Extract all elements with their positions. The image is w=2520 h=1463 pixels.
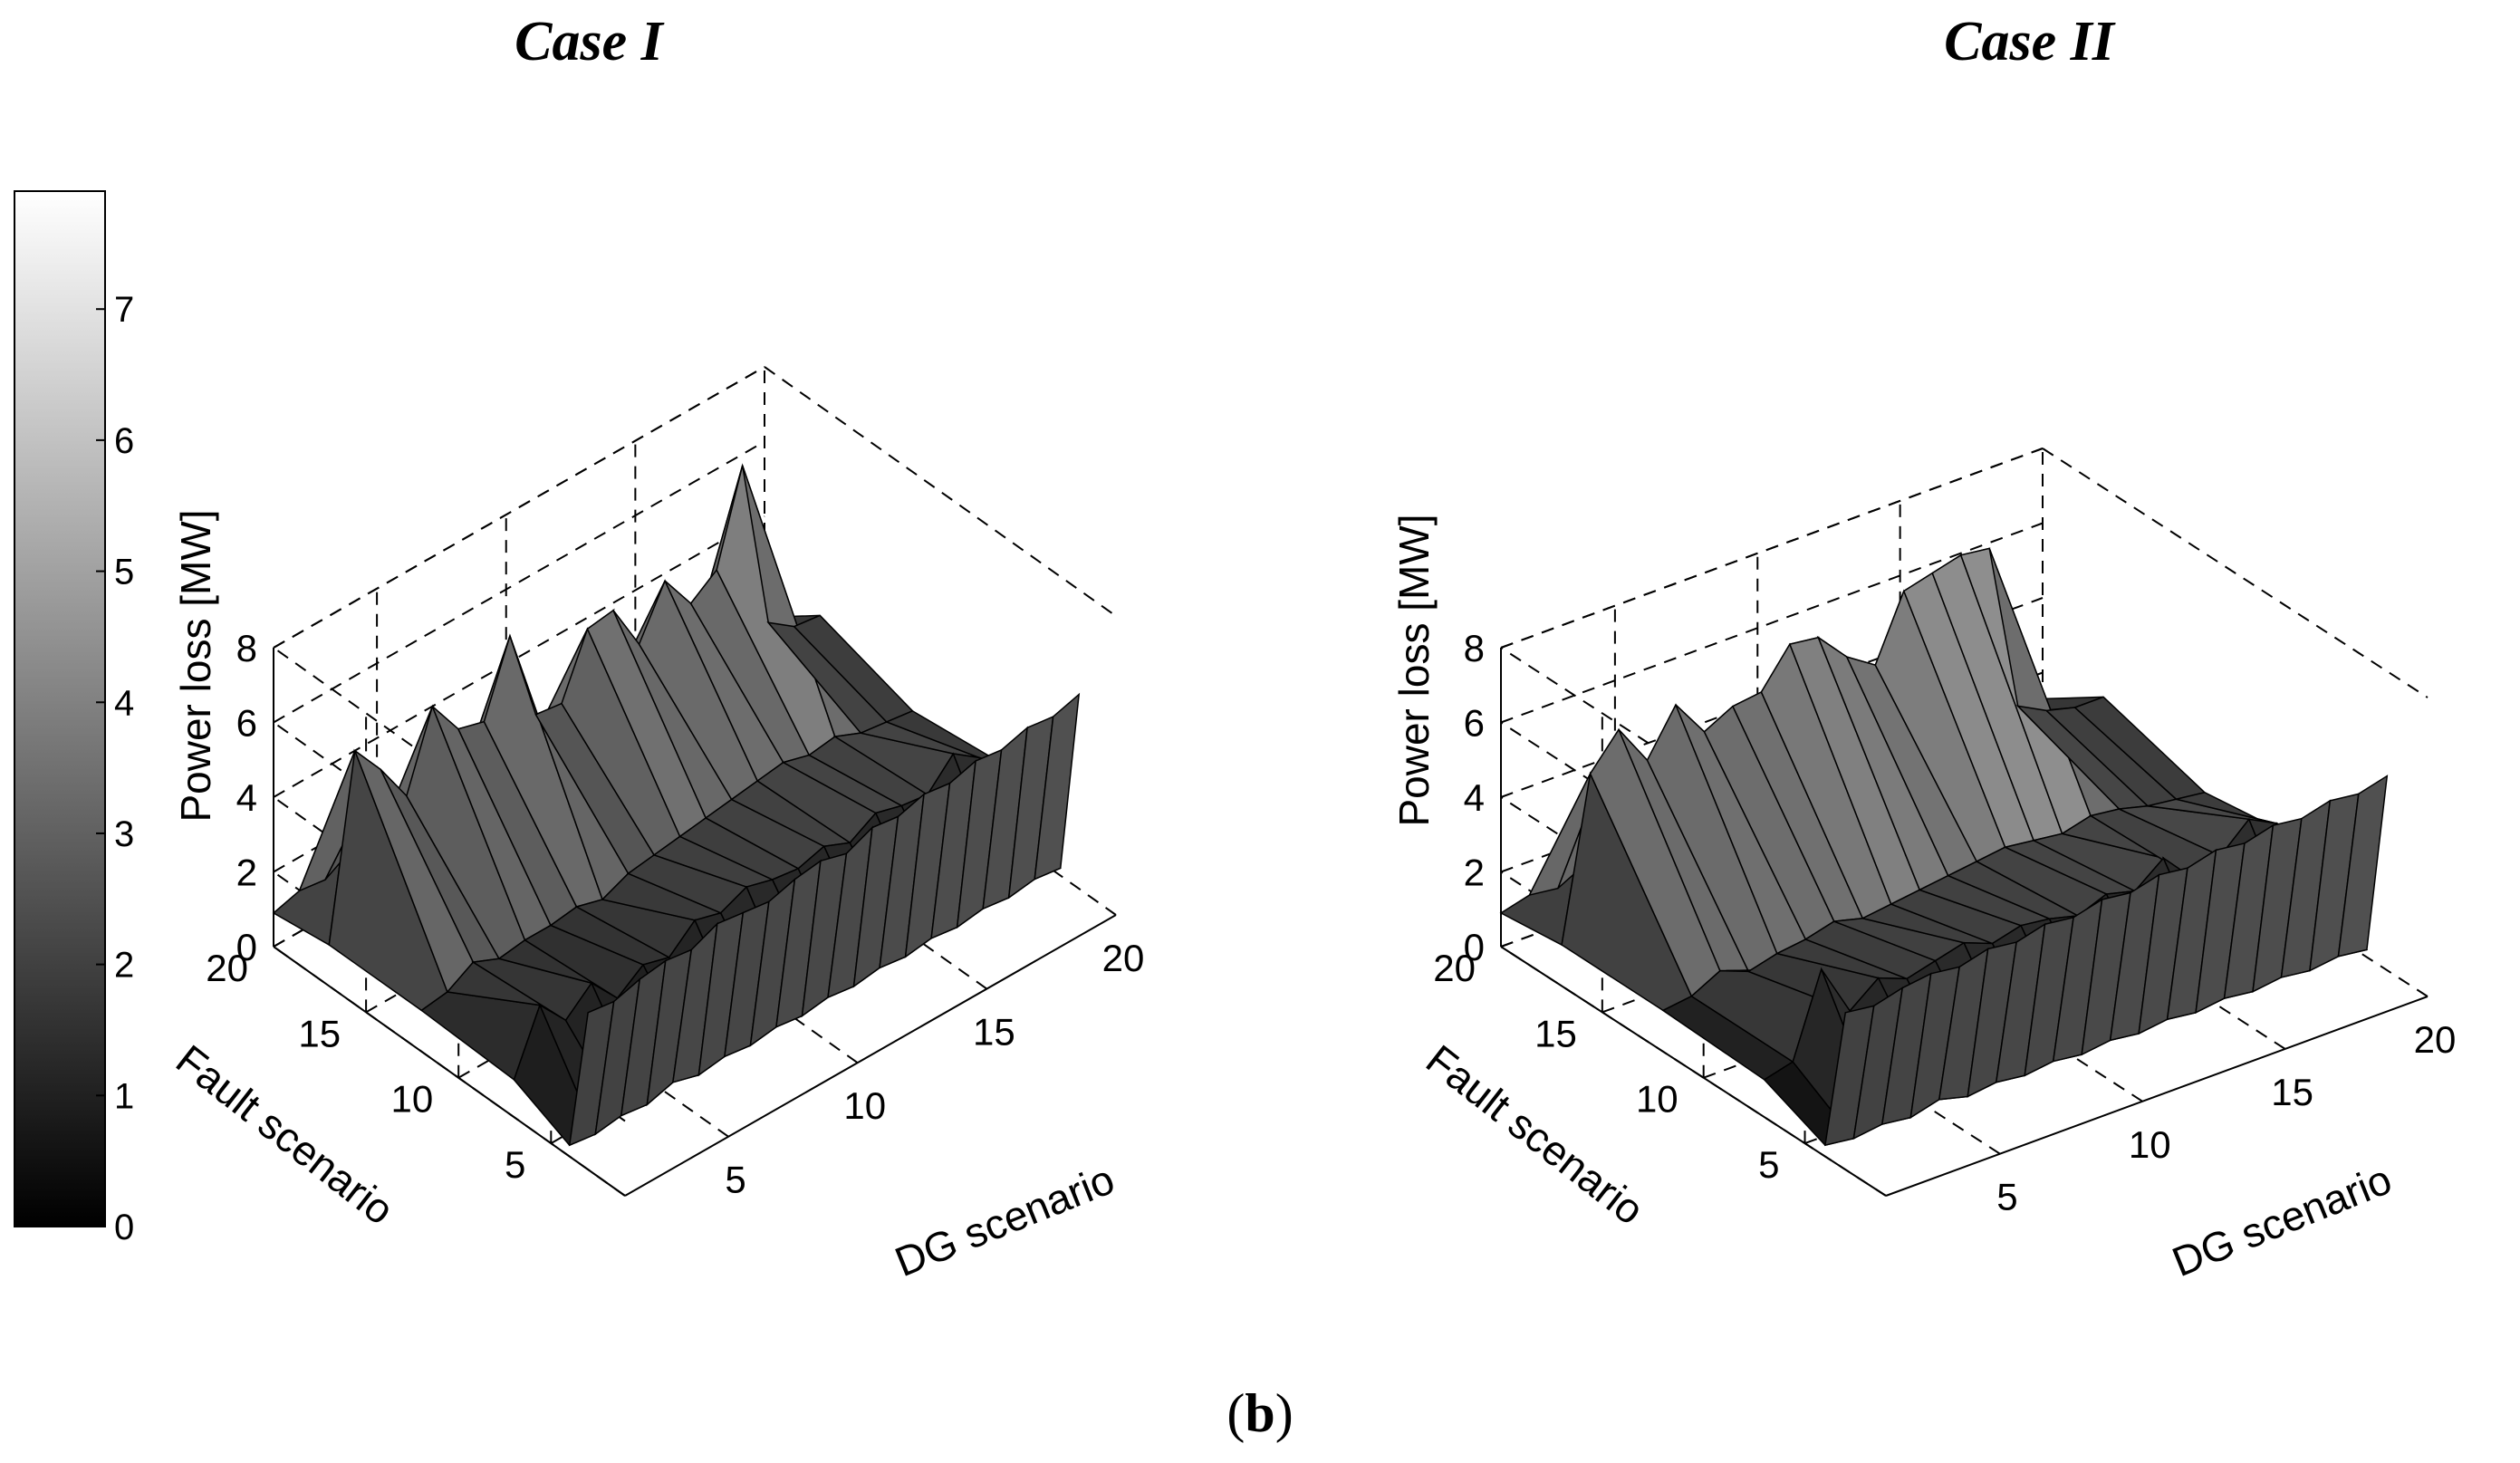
y-tick-label: 5 — [1758, 1143, 1779, 1186]
colorbar-tick-label: 5 — [114, 553, 134, 592]
colorbar-tick-label: 4 — [114, 683, 134, 723]
z-tick-label: 2 — [236, 852, 257, 894]
colorbar-ticks: 0 1 2 3 4 5 6 7 — [96, 290, 134, 1247]
surface-facet — [2337, 775, 2389, 958]
surface-plot-case-1: Case I 0 2 4 6 8 5 10 15 20 5 10 15 20 Power loss [M… — [168, 11, 1144, 1285]
axis-tick-labels: 0 2 4 6 8 5 10 15 20 5 10 15 20 — [206, 627, 1144, 1201]
y-axis-label: Fault scenario — [1418, 1035, 1653, 1234]
grid-line — [273, 440, 765, 724]
colorbar-tick-label: 6 — [114, 421, 134, 461]
surface-facet — [1034, 692, 1081, 881]
x-axis-line — [1885, 996, 2429, 1197]
surface-mesh — [272, 463, 1081, 1147]
z-tick-label: 8 — [236, 627, 257, 669]
x-axis-label: DG scenario — [889, 1155, 1121, 1285]
grid-line — [764, 366, 1117, 617]
z-tick-label: 4 — [236, 776, 257, 819]
y-tick-label: 15 — [298, 1012, 341, 1054]
z-axis-label: Power loss [MW] — [1390, 514, 1438, 826]
y-tick-label: 10 — [1636, 1078, 1678, 1121]
colorbar: 0 1 2 3 4 5 6 7 — [14, 190, 134, 1247]
grid-line — [273, 366, 765, 649]
x-axis-label: DG scenario — [2166, 1155, 2399, 1285]
z-tick-label: 6 — [236, 702, 257, 745]
grid-line — [1500, 448, 2044, 649]
y-axis-line — [273, 946, 626, 1197]
z-tick-label: 4 — [1464, 776, 1485, 819]
chart-title: Case I — [515, 11, 665, 72]
surface-plot-case-2: Case II 0 2 4 6 8 5 10 15 20 5 10 15 20 Power loss [… — [1390, 11, 2456, 1285]
y-axis-line — [1500, 946, 1887, 1197]
x-tick-label: 20 — [1102, 937, 1145, 979]
colorbar-gradient — [14, 190, 106, 1227]
colorbar-tick-label: 1 — [114, 1076, 134, 1116]
x-axis-line — [624, 914, 1117, 1197]
x-tick-label: 15 — [973, 1011, 1015, 1054]
z-tick-label: 2 — [1464, 852, 1485, 894]
y-tick-label: 10 — [390, 1078, 433, 1121]
grid-line — [2042, 448, 2429, 698]
y-axis-label: Fault scenario — [168, 1035, 403, 1234]
z-axis-label: Power loss [MW] — [172, 509, 219, 822]
z-tick-label: 0 — [236, 926, 257, 968]
x-tick-label: 10 — [2129, 1123, 2171, 1166]
y-tick-label: 5 — [505, 1143, 525, 1186]
colorbar-tick-label: 7 — [114, 290, 134, 330]
y-tick-label: 20 — [1433, 947, 1476, 989]
colorbar-tick-label: 0 — [114, 1208, 134, 1247]
y-tick-label: 15 — [1534, 1012, 1577, 1054]
z-tick-label: 6 — [1464, 702, 1485, 745]
x-tick-label: 5 — [725, 1159, 745, 1201]
axis-tick-labels: 0 2 4 6 8 5 10 15 20 5 10 15 20 — [1433, 627, 2456, 1218]
x-tick-label: 10 — [843, 1084, 886, 1127]
x-tick-label: 15 — [2271, 1071, 2313, 1113]
colorbar-tick-label: 2 — [114, 946, 134, 986]
colorbar-tick-label: 3 — [114, 814, 134, 854]
surface-mesh — [1499, 547, 2389, 1147]
z-tick-label: 0 — [1464, 926, 1485, 968]
x-tick-label: 5 — [1996, 1176, 2017, 1218]
figure-label: (b) — [1226, 1383, 1293, 1443]
grid-line — [1500, 522, 2044, 724]
y-tick-label: 20 — [206, 947, 248, 989]
z-tick-label: 8 — [1464, 627, 1485, 669]
chart-title: Case II — [1944, 11, 2116, 72]
x-tick-label: 20 — [2414, 1018, 2457, 1061]
